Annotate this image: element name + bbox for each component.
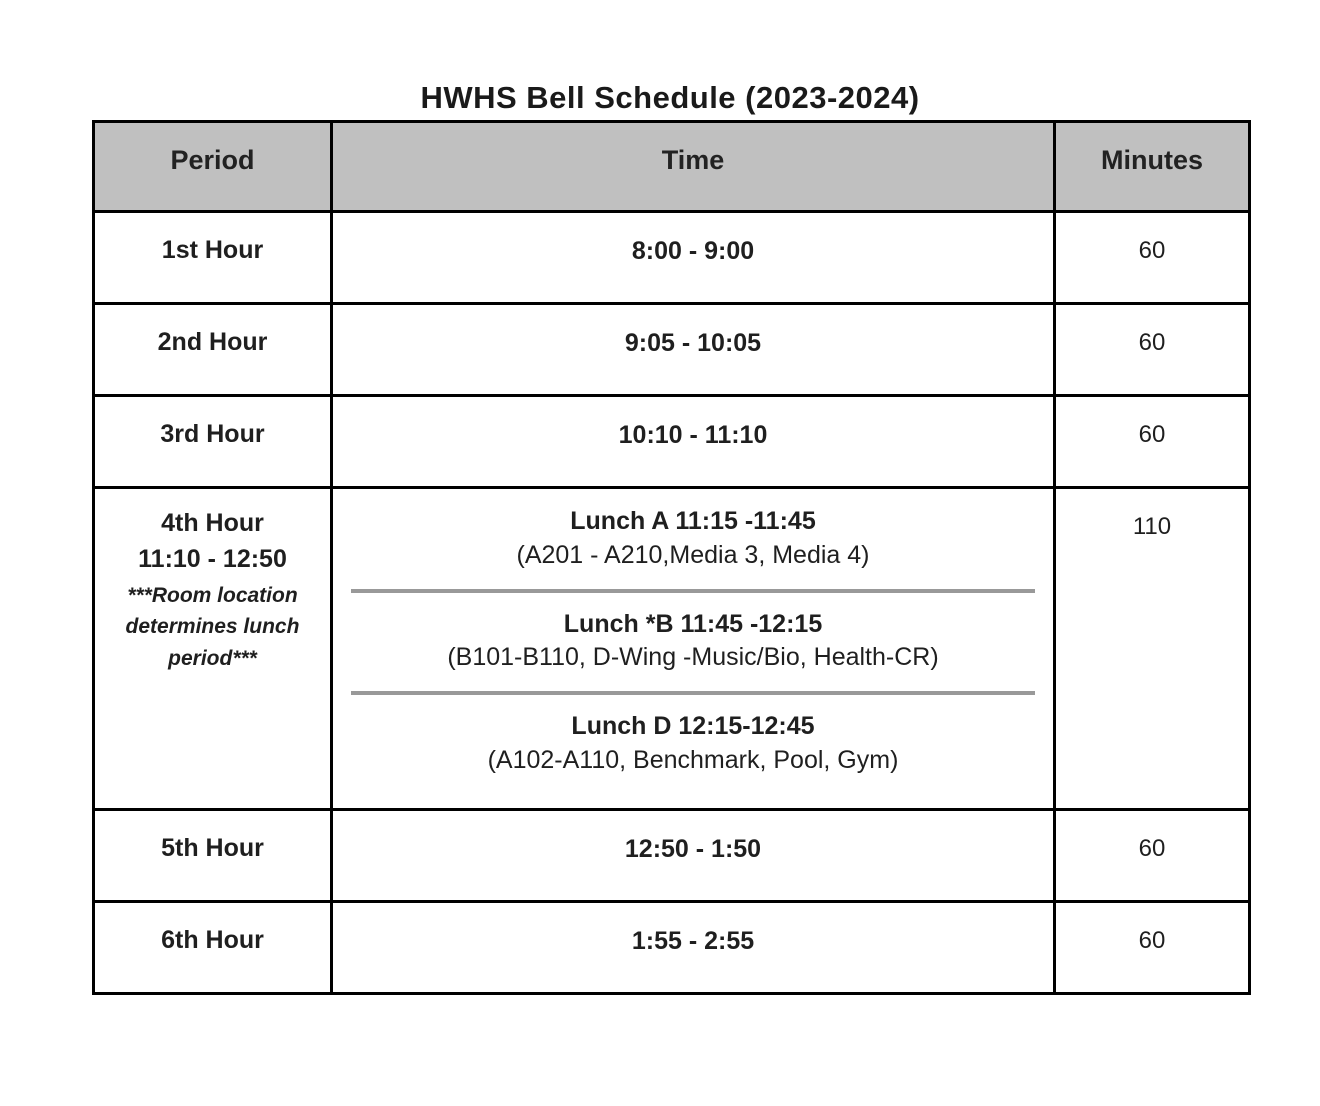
minutes-cell: 60	[1053, 302, 1251, 397]
table-row-4th-hour-lunch: 4th Hour 11:10 - 12:50 ***Room location …	[92, 486, 1251, 811]
lunch-b-rooms: (B101-B110, D-Wing -Music/Bio, Health-CR…	[447, 643, 939, 672]
lunch-divider	[351, 691, 1035, 695]
minutes-cell: 60	[1053, 394, 1251, 489]
period-name: 4th Hour	[161, 509, 264, 537]
column-header-time: Time	[330, 120, 1056, 213]
lunch-b-title: Lunch *B 11:45 -12:15	[563, 609, 823, 638]
period-time-range: 11:10 - 12:50	[138, 545, 287, 574]
period-cell: 6th Hour	[92, 900, 333, 995]
table-row-2nd-hour: 2nd Hour 9:05 - 10:05 60	[92, 302, 1251, 397]
period-cell: 3rd Hour	[92, 394, 333, 489]
minutes-cell: 60	[1053, 808, 1251, 903]
time-cell: 10:10 - 11:10	[330, 394, 1056, 489]
page-title: HWHS Bell Schedule (2023-2024)	[420, 80, 920, 115]
minutes-cell: 60	[1053, 210, 1251, 305]
table-row-3rd-hour: 3rd Hour 10:10 - 11:10 60	[92, 394, 1251, 489]
lunch-d-block: Lunch D 12:15-12:45 (A102-A110, Benchmar…	[333, 710, 1053, 778]
period-cell: 1st Hour	[92, 210, 333, 305]
table-row-1st-hour: 1st Hour 8:00 - 9:00 60	[92, 210, 1251, 305]
lunch-divider	[351, 588, 1035, 593]
time-cell: 8:00 - 9:00	[330, 210, 1056, 305]
lunch-time-cell: Lunch A 11:15 -11:45 (A201 - A210,Media …	[330, 486, 1056, 811]
lunch-d-rooms: (A102-A110, Benchmark, Pool, Gym)	[487, 745, 899, 774]
time-cell: 12:50 - 1:50	[330, 808, 1056, 903]
time-cell: 9:05 - 10:05	[330, 302, 1056, 397]
period-cell: 5th Hour	[92, 808, 333, 903]
lunch-d-title: Lunch D 12:15-12:45	[571, 712, 815, 740]
bell-schedule-table: Period Time Minutes 1st Hour 8:00 - 9:00…	[92, 120, 1251, 995]
minutes-cell: 110	[1053, 486, 1251, 811]
table-row-6th-hour: 6th Hour 1:55 - 2:55 60	[92, 900, 1251, 995]
lunch-a-block: Lunch A 11:15 -11:45 (A201 - A210,Media …	[333, 505, 1053, 573]
minutes-cell: 60	[1053, 900, 1251, 995]
column-header-minutes: Minutes	[1053, 120, 1251, 213]
header-row: Period Time Minutes	[92, 120, 1251, 213]
column-header-period: Period	[92, 120, 333, 213]
lunch-a-rooms: (A201 - A210,Media 3, Media 4)	[516, 540, 870, 569]
period-cell-4th-hour: 4th Hour 11:10 - 12:50 ***Room location …	[92, 486, 333, 811]
lunch-b-block: Lunch *B 11:45 -12:15 (B101-B110, D-Wing…	[333, 608, 1053, 676]
period-cell: 2nd Hour	[92, 302, 333, 397]
time-cell: 1:55 - 2:55	[330, 900, 1056, 995]
lunch-a-title: Lunch A 11:15 -11:45	[570, 507, 816, 535]
table-row-5th-hour: 5th Hour 12:50 - 1:50 60	[92, 808, 1251, 903]
lunch-room-note: ***Room location determines lunch period…	[125, 583, 300, 670]
